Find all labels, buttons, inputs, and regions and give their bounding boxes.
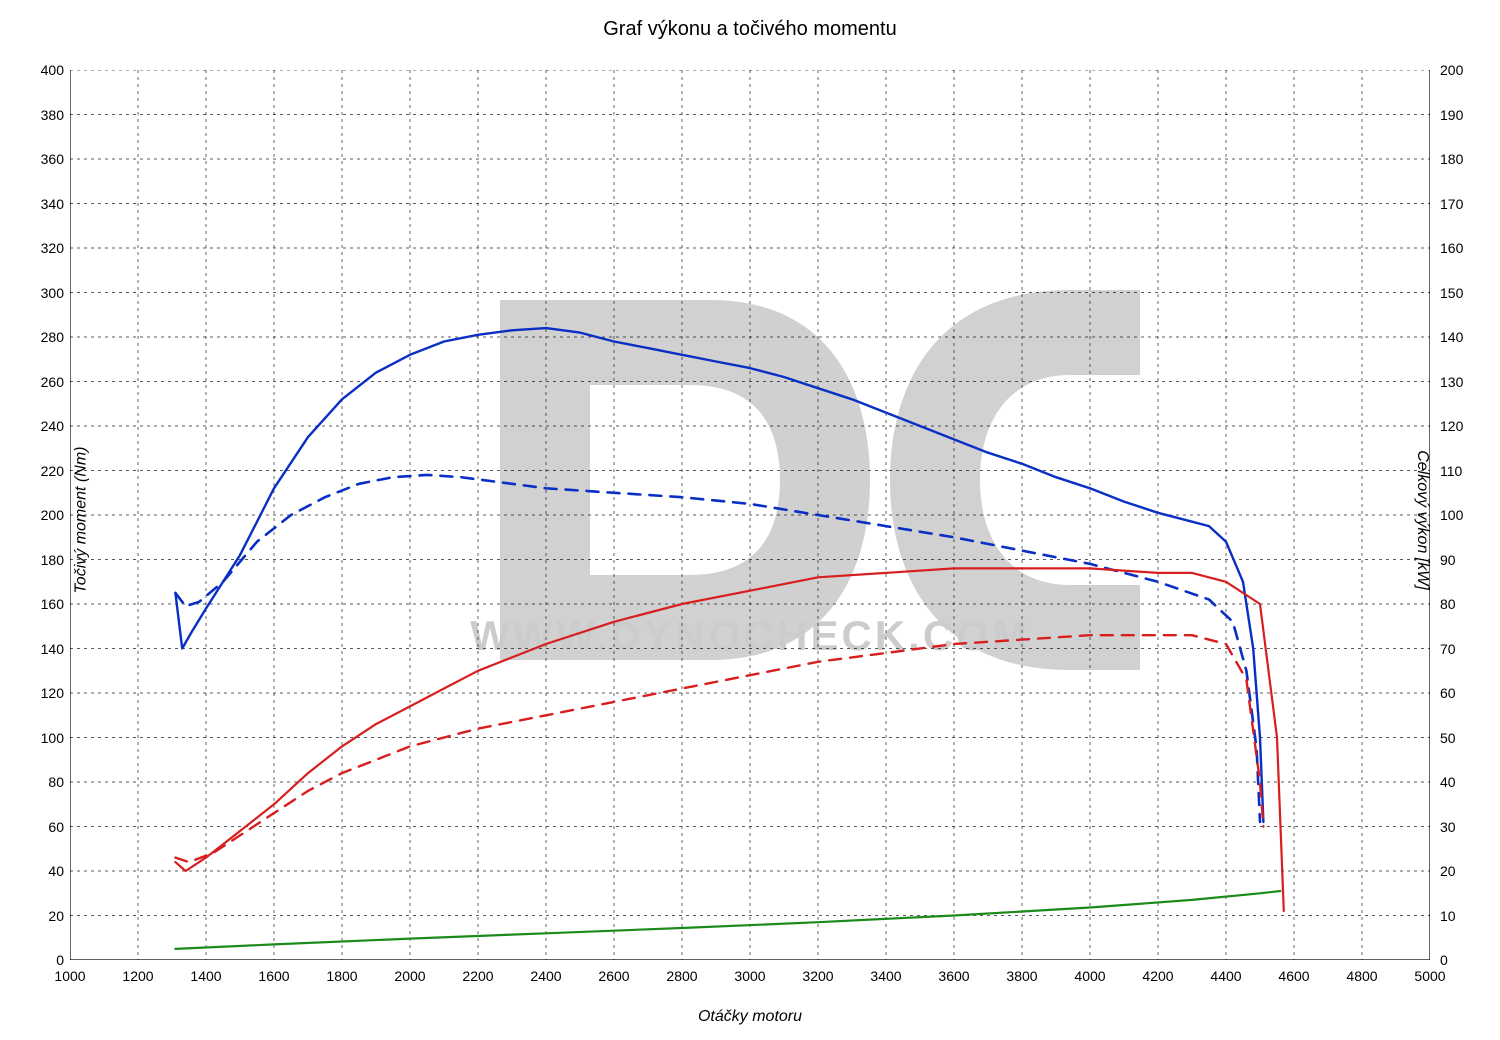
x-tick-label: 1800 — [326, 968, 357, 984]
x-tick-label: 1000 — [54, 968, 85, 984]
chart-svg: WWW.DYNOCHECK.COM — [70, 70, 1430, 960]
x-tick-label: 4800 — [1346, 968, 1377, 984]
y-right-tick-label: 70 — [1440, 641, 1456, 657]
y-right-tick-label: 180 — [1440, 151, 1463, 167]
x-tick-label: 3400 — [870, 968, 901, 984]
y-left-tick-label: 380 — [34, 107, 64, 123]
x-tick-label: 2400 — [530, 968, 561, 984]
x-tick-label: 2000 — [394, 968, 425, 984]
y-right-tick-label: 130 — [1440, 374, 1463, 390]
y-right-tick-label: 200 — [1440, 62, 1463, 78]
y-left-tick-label: 220 — [34, 463, 64, 479]
y-left-tick-label: 160 — [34, 596, 64, 612]
y-left-tick-label: 0 — [34, 952, 64, 968]
y-left-tick-label: 240 — [34, 418, 64, 434]
x-tick-label: 1400 — [190, 968, 221, 984]
x-tick-label: 4400 — [1210, 968, 1241, 984]
chart-title: Graf výkonu a točivého momentu — [0, 18, 1500, 41]
x-tick-label: 3200 — [802, 968, 833, 984]
y-left-tick-label: 280 — [34, 329, 64, 345]
y-right-tick-label: 140 — [1440, 329, 1463, 345]
x-tick-label: 1200 — [122, 968, 153, 984]
y-right-tick-label: 150 — [1440, 285, 1463, 301]
y-right-tick-label: 20 — [1440, 863, 1456, 879]
series-loss — [175, 891, 1280, 949]
y-left-tick-label: 80 — [34, 774, 64, 790]
x-tick-label: 1600 — [258, 968, 289, 984]
y-left-tick-label: 400 — [34, 62, 64, 78]
y-right-tick-label: 0 — [1440, 952, 1448, 968]
y-left-tick-label: 140 — [34, 641, 64, 657]
y-right-tick-label: 30 — [1440, 819, 1456, 835]
x-tick-label: 4600 — [1278, 968, 1309, 984]
y-left-tick-label: 100 — [34, 730, 64, 746]
y-right-tick-label: 100 — [1440, 507, 1463, 523]
y-left-tick-label: 180 — [34, 552, 64, 568]
y-right-tick-label: 160 — [1440, 240, 1463, 256]
y-right-tick-label: 50 — [1440, 730, 1456, 746]
y-left-tick-label: 340 — [34, 196, 64, 212]
y-left-tick-label: 320 — [34, 240, 64, 256]
x-tick-label: 3600 — [938, 968, 969, 984]
x-tick-label: 5000 — [1414, 968, 1445, 984]
x-tick-label: 4200 — [1142, 968, 1173, 984]
y-right-tick-label: 110 — [1440, 463, 1462, 479]
y-left-tick-label: 20 — [34, 908, 64, 924]
y-left-tick-label: 120 — [34, 685, 64, 701]
y-left-tick-label: 260 — [34, 374, 64, 390]
y-left-tick-label: 360 — [34, 151, 64, 167]
x-tick-label: 3800 — [1006, 968, 1037, 984]
y-right-tick-label: 60 — [1440, 685, 1456, 701]
plot-area: WWW.DYNOCHECK.COM — [70, 70, 1430, 960]
x-tick-label: 2200 — [462, 968, 493, 984]
y-left-tick-label: 300 — [34, 285, 64, 301]
y-right-tick-label: 120 — [1440, 418, 1463, 434]
y-right-tick-label: 190 — [1440, 107, 1463, 123]
y-left-tick-label: 40 — [34, 863, 64, 879]
x-axis-label: Otáčky motoru — [0, 1008, 1500, 1026]
y-right-tick-label: 80 — [1440, 596, 1456, 612]
y-right-tick-label: 40 — [1440, 774, 1456, 790]
y-left-tick-label: 200 — [34, 507, 64, 523]
y-left-tick-label: 60 — [34, 819, 64, 835]
x-tick-label: 2600 — [598, 968, 629, 984]
y-right-tick-label: 90 — [1440, 552, 1456, 568]
x-tick-label: 3000 — [734, 968, 765, 984]
y-right-tick-label: 10 — [1440, 908, 1456, 924]
y-right-tick-label: 170 — [1440, 196, 1463, 212]
x-tick-label: 2800 — [666, 968, 697, 984]
x-tick-label: 4000 — [1074, 968, 1105, 984]
